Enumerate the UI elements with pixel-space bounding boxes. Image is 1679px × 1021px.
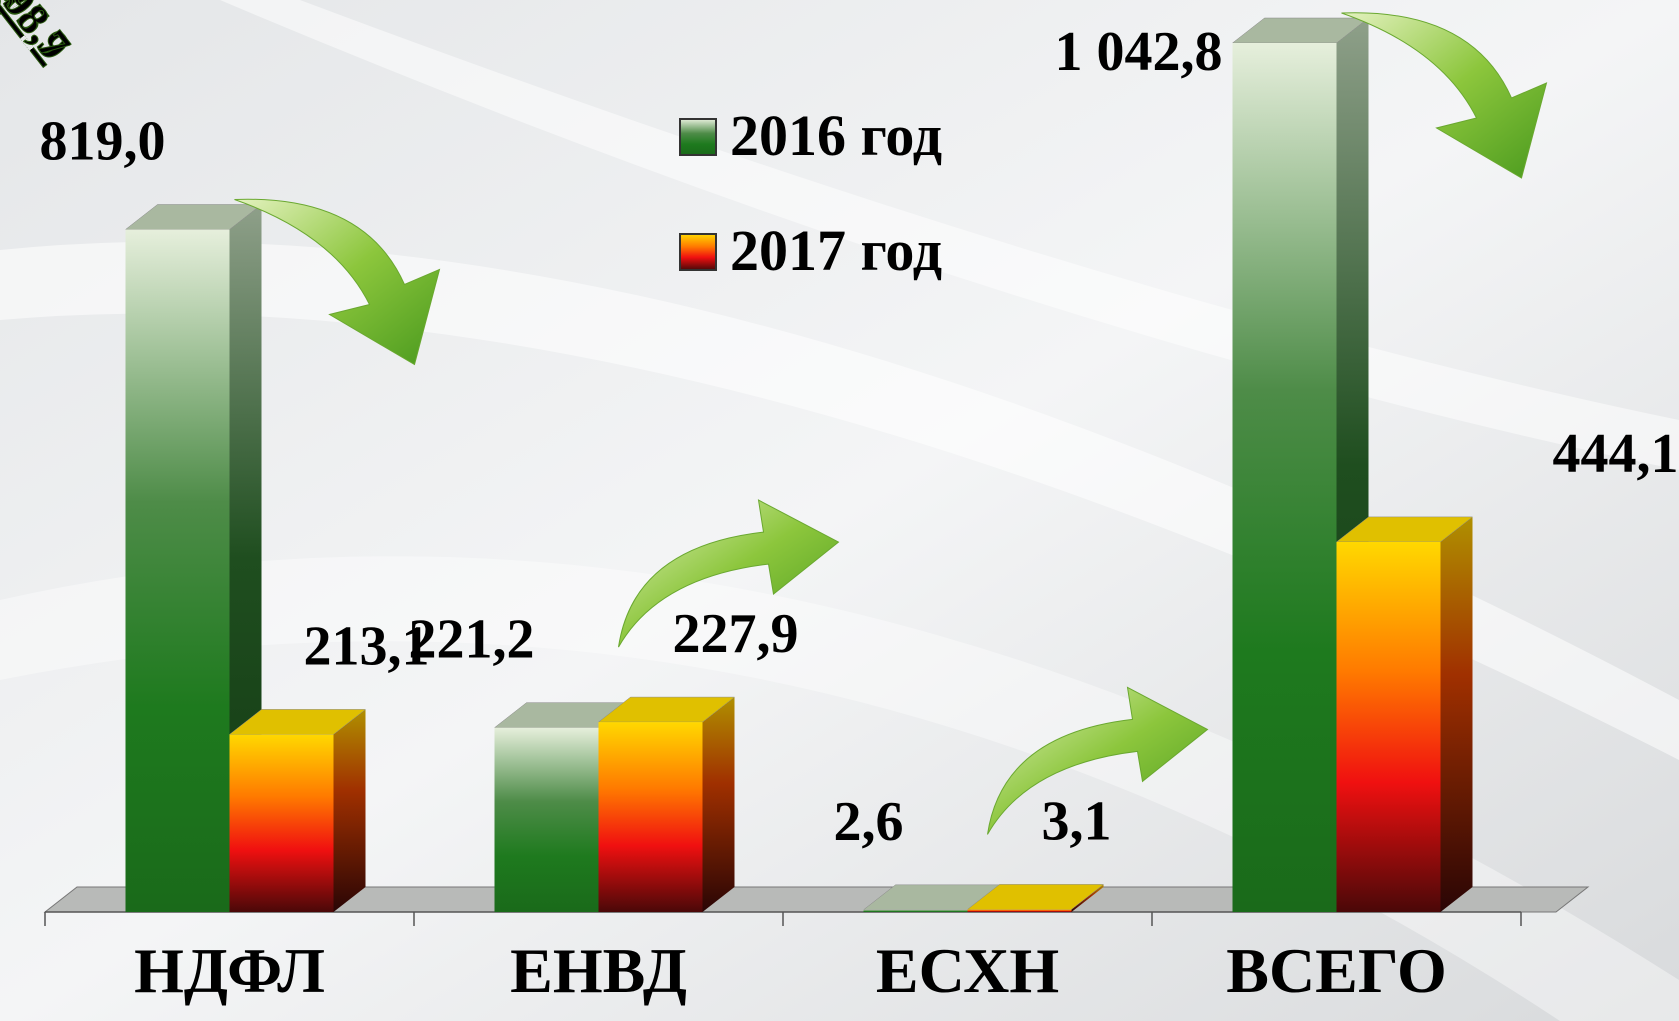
value-label: 819,0 bbox=[40, 111, 166, 173]
bar bbox=[598, 722, 703, 912]
arrow-shape bbox=[618, 499, 840, 648]
value-label: 3,1 bbox=[1042, 790, 1112, 852]
bar bbox=[863, 909, 968, 912]
change-arrow bbox=[987, 686, 1209, 835]
arrow-shape bbox=[987, 686, 1209, 835]
change-arrow bbox=[1341, 12, 1548, 179]
x-tick-label: НДФЛ bbox=[134, 935, 325, 1006]
legend-swatch bbox=[679, 118, 717, 156]
legend-swatch bbox=[679, 233, 717, 271]
x-tick-label: ВСЕГО bbox=[1226, 935, 1447, 1006]
change-arrow bbox=[618, 499, 840, 648]
bar bbox=[1336, 541, 1441, 912]
bar-side bbox=[333, 709, 366, 912]
x-tick-label: ЕНВД bbox=[510, 935, 687, 1006]
value-label: 444,1 bbox=[1553, 423, 1679, 485]
bar bbox=[494, 727, 599, 912]
change-arrow bbox=[234, 198, 441, 366]
legend-label: 2017 год bbox=[730, 218, 942, 283]
arrow-shape bbox=[1341, 12, 1548, 179]
bar bbox=[967, 909, 1072, 912]
x-tick-label: ЕСХН bbox=[876, 935, 1059, 1006]
value-label: 1 042,8 bbox=[1055, 21, 1223, 83]
arrow-shape bbox=[234, 198, 441, 366]
bar-top bbox=[597, 696, 736, 723]
bar bbox=[1232, 43, 1337, 912]
value-label: 227,9 bbox=[673, 603, 799, 665]
bar-side bbox=[1071, 884, 1104, 912]
bar bbox=[125, 229, 230, 912]
legend-label: 2016 год bbox=[730, 103, 942, 168]
bar-side bbox=[1440, 516, 1473, 912]
value-label: 2,6 bbox=[834, 791, 904, 853]
value-label: 213,1 bbox=[304, 615, 430, 677]
bar bbox=[229, 734, 334, 912]
value-label: 221,2 bbox=[409, 609, 535, 671]
legend: 2016 год 2017 год bbox=[679, 103, 942, 283]
bar-side bbox=[702, 697, 735, 912]
